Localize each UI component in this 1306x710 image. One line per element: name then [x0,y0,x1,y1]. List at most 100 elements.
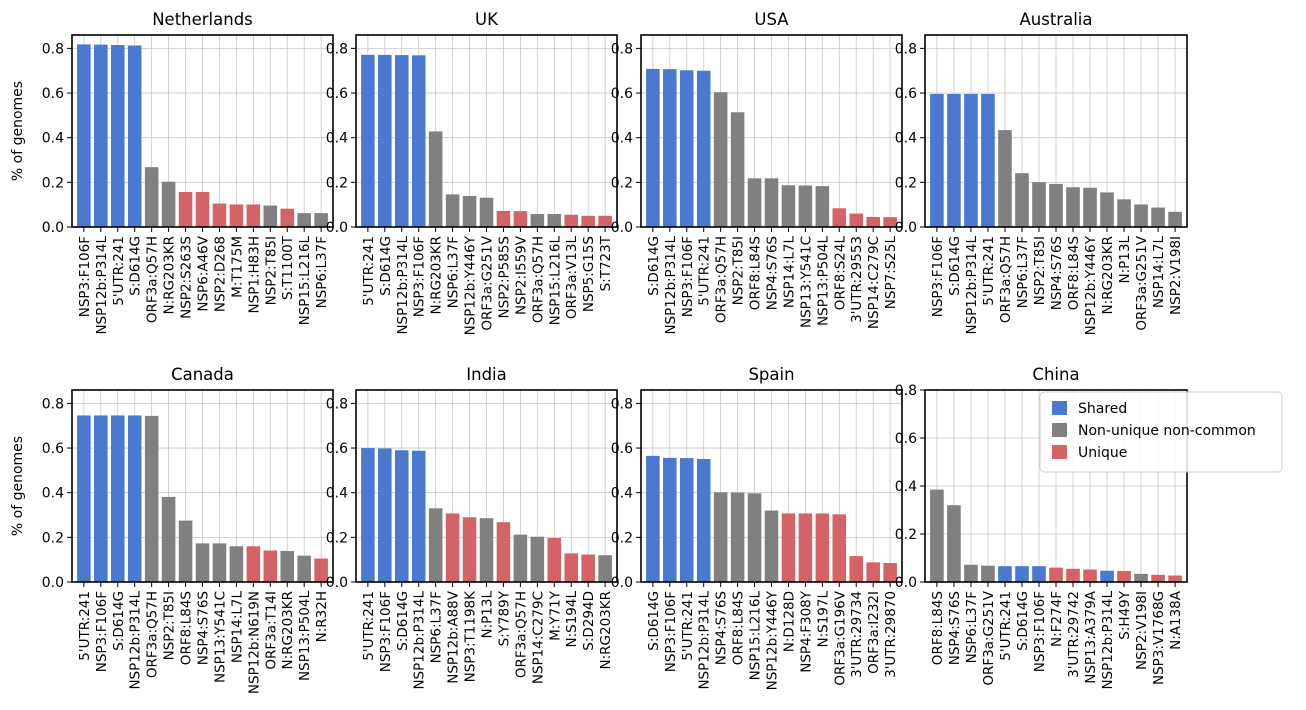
x-tick-label: 5'UTR:241 [981,236,997,306]
bar [730,492,745,582]
bar [94,415,108,582]
x-tick-label: NSP6:L37F [446,236,462,308]
x-tick-label: NSP13:P504L [297,591,313,681]
bar [547,214,562,227]
x-tick-label: S:D614G [395,591,411,651]
bar [547,538,562,582]
bar [1083,569,1097,582]
x-tick-label: NSP2:V198I [1134,591,1150,670]
bar [1100,570,1114,582]
x-tick-label: NSP3:F106F [412,236,428,317]
bar [411,450,426,582]
bar [513,534,528,582]
x-tick-label: 5'UTR:241 [77,591,93,661]
x-tick-label: NSP14:C279C [866,236,882,329]
x-tick-label: ORF3a:G251V [981,590,997,685]
x-tick-label: ORF3a:I232I [866,591,882,674]
bar [663,69,677,227]
x-tick-label: NSP13:A379A [1083,590,1099,684]
y-tick-label: 0.2 [42,530,64,546]
bar [747,178,762,227]
x-tick-label: M:Y71Y [547,590,563,641]
bar [781,513,796,582]
bar [713,92,728,227]
x-tick-label: 3'UTR:29870 [883,591,899,678]
y-tick-label: 0.4 [42,131,64,147]
bar [428,131,443,227]
y-tick-label: 0.6 [326,441,348,457]
bar [815,186,830,227]
bar [462,517,477,582]
y-tick-label: 0.8 [611,396,633,412]
x-tick-label: NSP2:T85I [1032,236,1048,305]
bar [1134,573,1148,582]
x-tick-label: NSP12b:P314L [412,591,428,690]
x-tick-label: ORF8:S24L [832,236,848,311]
x-tick-label: NSP2:T85I [731,236,747,305]
y-tick-label: 0.6 [611,86,633,102]
bar [212,203,227,227]
x-tick-label: NSP12b:P314L [1100,591,1116,690]
x-tick-label: NSP2:I559V [513,235,529,315]
panel-title: Australia [1020,10,1093,29]
y-tick-label: 0.0 [611,220,633,236]
bar [378,54,392,227]
bar [1117,570,1131,582]
bar [127,45,142,227]
y-tick-label: 0.2 [42,175,64,191]
bar [144,415,159,582]
bar [581,554,595,582]
bar [981,565,995,582]
bar [479,197,494,227]
y-tick-label: 0.0 [42,575,64,591]
bar [798,513,813,582]
bar [394,450,409,582]
chart-panel-australia: 0.0 0.2 0.4 0.6 0.8 NSP3:F106F S:D614G NSP12b:P… [895,10,1188,335]
bar [1032,566,1046,582]
x-tick-label: ORF8:L84S [731,591,747,665]
x-tick-label: NSP12b:P314L [697,591,713,690]
chart-panel-netherlands: 0.0 0.2 0.4 0.6 0.8 NSP3:F106F NSP12b:P314L 5'U… [10,10,334,335]
x-tick-label: ORF3a:G251V [1134,235,1150,330]
y-tick-label: 0.0 [895,575,917,591]
x-tick-label: 5'UTR:241 [361,591,377,661]
bar [663,457,677,582]
x-tick-label: ORF3a:G196V [832,590,848,685]
bar [263,550,278,582]
bar [1066,187,1080,227]
y-tick-label: 0.0 [42,220,64,236]
bar [77,415,91,582]
y-tick-label: 0.8 [895,383,917,399]
x-tick-label: ORF3a:Q57H [998,236,1014,323]
x-tick-label: ORF3a:Q57H [513,591,529,678]
bar [849,556,864,582]
x-tick-label: NSP13:Y541C [798,236,814,328]
legend-swatch [1052,401,1067,415]
y-tick-label: 0.6 [611,441,633,457]
x-tick-label: NSP14:L7L [229,591,245,664]
x-tick-label: N:A138A [1168,590,1184,650]
bar [110,415,125,582]
x-tick-label: ORF8:L84S [748,236,764,310]
x-tick-label: NSP6:L37F [314,236,330,308]
x-tick-label: S:Y789Y [496,590,512,646]
x-tick-label: 3'UTR:29734 [849,591,865,678]
x-tick-label: NSP4:S76S [714,591,730,665]
bar [930,489,944,582]
y-tick-label: 0.0 [895,220,917,236]
bar [1049,567,1063,582]
legend-label: Unique [1078,445,1127,461]
x-tick-label: ORF3a:Q57H [530,236,546,323]
y-tick-label: 0.2 [895,175,917,191]
y-tick-label: 0.2 [326,175,348,191]
y-tick-label: 0.4 [895,131,917,147]
bar [964,93,978,227]
y-tick-label: 0.8 [611,41,633,57]
x-tick-label: N:RG203KR [598,591,614,670]
x-tick-label: S:D614G [128,236,144,296]
x-tick-label: NSP12b:P314L [964,236,980,335]
chart-legend: Shared Non-unique non-common Unique [1039,391,1283,473]
bar [212,543,227,582]
y-tick-label: 0.0 [326,220,348,236]
